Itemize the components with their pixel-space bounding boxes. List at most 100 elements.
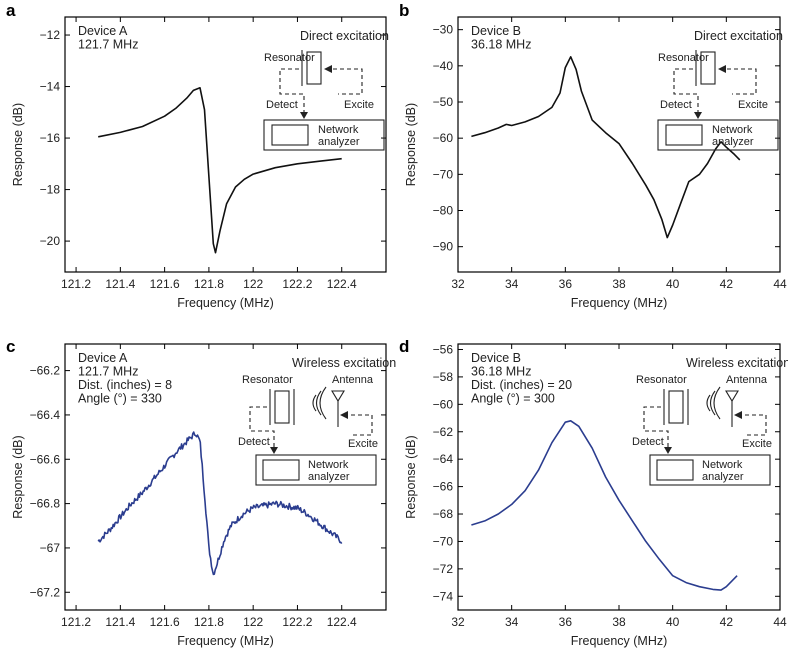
info-line-1: 121.7 MHz [78,38,138,52]
inset-title: Wireless excitation [686,356,788,370]
analyzer-screen [656,459,694,481]
inset-analyzer-line2: analyzer [308,471,350,483]
x-tick-label: 44 [773,277,787,291]
x-tick-label: 122.4 [327,277,357,291]
x-tick-label: 121.8 [194,277,224,291]
x-axis-title: Frequency (MHz) [177,634,274,648]
analyzer-screen [262,459,300,481]
inset-resonator-label: Resonator [636,374,687,386]
inset-analyzer-line2: analyzer [712,136,754,148]
x-tick-label: 121.4 [105,277,135,291]
x-tick-label: 122 [243,277,263,291]
series-line-b [471,55,741,239]
x-tick-label: 32 [451,615,465,629]
x-tick-label: 122 [243,615,263,629]
info-line-1: 121.7 MHz [78,365,138,379]
x-tick-label: 40 [666,277,680,291]
detect-path [279,68,305,116]
y-tick-label: −70 [433,534,454,548]
excite-arrow [734,411,742,419]
panel-b: b 32 34 36 38 40 42 44 −30 −40 −50 −60 −70 −80 −90 Freq… [399,1,787,310]
x-tick-label: 122.4 [327,615,357,629]
inset-analyzer-line1: Network [702,459,743,471]
inset-title: Direct excitation [300,29,389,43]
wave-arc [312,394,317,412]
wave-arc [315,390,322,416]
inset-schematic-c: Wireless excitation Resonator Antenna Detec… [238,356,396,486]
y-tick-label: −30 [433,23,454,37]
panel-c: c 121.2 121.4 121.6 121.8 122 122.2 122.4 −66.2 −… [6,337,396,648]
x-tick-label: 36 [559,615,573,629]
inset-analyzer-line2: analyzer [318,136,360,148]
x-tick-label: 121.6 [150,277,180,291]
inset-excite-label: Excite [348,438,378,450]
y-tick-label: −58 [433,370,454,384]
y-tick-label: −72 [433,562,454,576]
y-tick-label: −60 [433,131,454,145]
inset-title: Wireless excitation [292,356,396,370]
y-axis-title: Response (dB) [404,435,418,518]
inset-schematic-d: Wireless excitation Resonator Antenna Detec… [632,356,788,486]
series-line-c [97,431,343,576]
x-tick-label: 121.2 [61,277,91,291]
wave-arc [709,390,716,416]
y-tick-label: −12 [40,28,61,42]
y-tick-label: −67.2 [30,585,61,599]
info-line-1: 36.18 MHz [471,365,531,379]
info-line-1: 36.18 MHz [471,38,531,52]
inset-excite-label: Excite [742,438,772,450]
x-axis-title: Frequency (MHz) [571,634,668,648]
info-line-2: Dist. (inches) = 8 [78,378,172,392]
info-line-0: Device B [471,24,521,38]
panel-d: d 32 34 36 38 40 42 44 −56 −58 −60 −62 −64 −66 −68 −70 −… [399,337,788,648]
y-tick-label: −66.6 [30,452,61,466]
info-line-0: Device A [78,351,128,365]
y-tick-label: −62 [433,425,454,439]
detect-path [673,68,699,116]
analyzer-screen [665,124,703,146]
info-line-3: Angle (°) = 300 [471,392,555,406]
excite-arrow [324,65,332,73]
panel-letter-b: b [399,1,409,20]
resonator-body [274,390,290,424]
wave-arc [713,386,721,420]
series-line-a [98,87,342,254]
detect-arrow [300,112,308,119]
inset-analyzer-line1: Network [308,459,349,471]
panel-letter-a: a [6,1,16,20]
excite-arrow [718,65,726,73]
y-tick-label: −66.8 [30,497,61,511]
x-tick-label: 34 [505,277,519,291]
y-axis-title: Response (dB) [11,103,25,186]
inset-title: Direct excitation [694,29,783,43]
info-line-0: Device A [78,24,128,38]
y-tick-label: −18 [40,183,61,197]
network-analyzer-box [657,119,779,151]
analyzer-screen [271,124,309,146]
panel-a: a 121.2 121.4 121.6 121.8 122 122.2 122.4 −12 −14… [6,1,389,310]
y-tick-label: −60 [433,397,454,411]
wave-arc [706,394,711,412]
y-tick-label: −90 [433,240,454,254]
inset-antenna-label: Antenna [726,374,768,386]
plot-frame-c [64,343,387,611]
y-tick-label: −56 [433,342,454,356]
x-tick-label: 121.4 [105,615,135,629]
antenna-icon [331,390,345,403]
x-tick-label: 34 [505,615,519,629]
inset-resonator-label: Resonator [242,374,293,386]
x-tick-label: 40 [666,615,680,629]
y-axis-title: Response (dB) [404,103,418,186]
detect-arrow [664,447,672,454]
excite-path [344,414,373,436]
excite-path [738,414,767,436]
detect-path [643,406,669,451]
x-tick-label: 38 [612,277,626,291]
network-analyzer-box [263,119,385,151]
network-analyzer-box [649,454,771,486]
resonator-body [668,390,684,424]
info-line-3: Angle (°) = 330 [78,392,162,406]
inset-analyzer-line1: Network [712,124,753,136]
